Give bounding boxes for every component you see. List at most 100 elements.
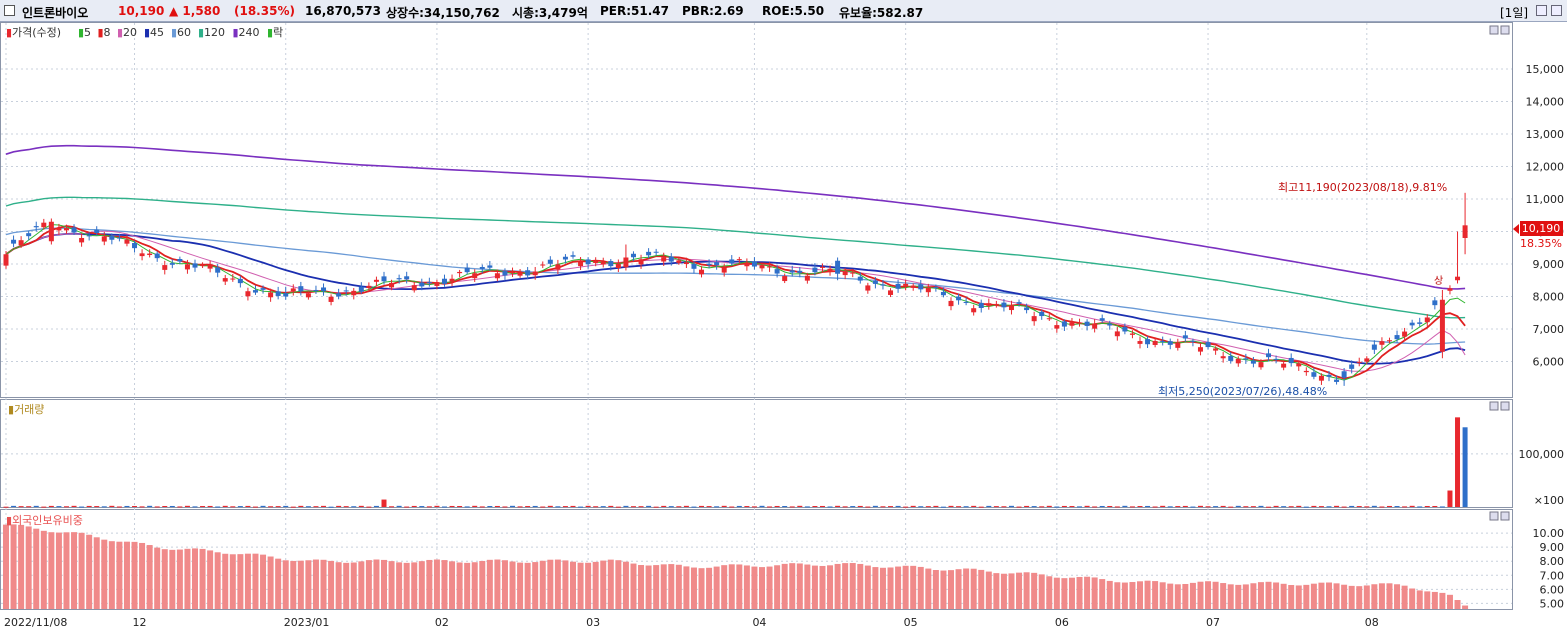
- foreign-bar: [978, 569, 985, 609]
- foreign-bar: [1416, 590, 1423, 609]
- candle-body: [782, 276, 788, 282]
- volume-bar: [895, 505, 901, 507]
- foreign-bar: [743, 565, 750, 609]
- price-panel-maximize-icon[interactable]: [1489, 25, 1499, 35]
- volume-bar: [1273, 505, 1279, 507]
- candle-body: [555, 264, 561, 270]
- volume-bar: [252, 506, 258, 508]
- volume-bar: [1417, 506, 1423, 508]
- foreign-bar: [1462, 605, 1469, 609]
- foreign-bar: [184, 548, 191, 609]
- foreign-bar: [388, 561, 395, 609]
- volume-bar: [1092, 506, 1098, 508]
- foreign-panel-close-icon[interactable]: [1500, 511, 1510, 521]
- candle-body: [547, 259, 553, 264]
- volume-bar: [124, 505, 130, 507]
- volume-bar: [298, 505, 304, 507]
- candle-body: [993, 303, 999, 306]
- volume-bar: [222, 505, 228, 507]
- volume-panel-close-icon[interactable]: [1500, 401, 1510, 411]
- volume-bar: [615, 506, 621, 508]
- foreign-bar: [517, 562, 524, 609]
- candle-body: [1084, 321, 1090, 326]
- candle-body: [1114, 331, 1120, 337]
- date-tick-label: 2023/01: [284, 616, 330, 629]
- price-legend: ▮ 가격(수정) ▮ 5 ▮ 8 ▮ 20 ▮ 45 ▮ 60 ▮ 120 ▮ 240 ▮ 락: [6, 26, 283, 39]
- volume-bar: [1303, 506, 1309, 508]
- volume-bar: [903, 506, 909, 508]
- volume-bar: [1455, 417, 1461, 507]
- volume-bar: [1016, 506, 1022, 508]
- volume-bar: [275, 506, 281, 508]
- low-annotation: 최저5,250(2023/07/26),48.48%: [1158, 385, 1327, 398]
- price-tick-label: 12,000: [1526, 161, 1565, 174]
- foreign-bar: [1348, 585, 1355, 609]
- foreign-bar: [1257, 582, 1264, 609]
- volume-bar: [525, 506, 531, 508]
- volume-bar: [162, 505, 168, 507]
- volume-bar: [343, 506, 349, 508]
- volume-bar: [1341, 506, 1347, 508]
- foreign-bar: [1137, 581, 1143, 609]
- foreign-bar: [887, 567, 894, 609]
- date-tick-label: 04: [752, 616, 766, 629]
- candle-body: [1039, 311, 1045, 317]
- foreign-bar: [1227, 584, 1234, 609]
- volume-bar: [759, 505, 765, 507]
- volume-bar: [11, 505, 17, 507]
- volume-bar: [510, 505, 516, 507]
- foreign-bar: [139, 542, 146, 609]
- candle-body: [1122, 326, 1128, 332]
- foreign-bar: [479, 560, 486, 609]
- foreign-bar: [1099, 579, 1106, 609]
- foreign-bar: [1446, 594, 1453, 609]
- foreign-bar: [207, 550, 214, 609]
- volume-bar: [850, 506, 856, 508]
- candle-body: [41, 222, 47, 228]
- maximize-icon[interactable]: [1536, 5, 1547, 16]
- foreign-ratio-bars: [3, 524, 1469, 609]
- close-icon[interactable]: [1551, 5, 1562, 16]
- candle-body: [1394, 335, 1400, 340]
- foreign-bar: [690, 567, 697, 609]
- candle-body: [305, 293, 311, 298]
- foreign-bar: [471, 562, 478, 609]
- volume-bar: [116, 506, 122, 508]
- foreign-bar: [1409, 588, 1416, 609]
- volume-bar: [56, 506, 62, 508]
- volume-bar: [1122, 505, 1128, 507]
- volume-panel-maximize-icon[interactable]: [1489, 401, 1499, 411]
- foreign-bar: [1280, 583, 1287, 609]
- select-checkbox[interactable]: [4, 5, 15, 16]
- foreign-bar: [1152, 581, 1159, 609]
- foreign-bar: [1167, 583, 1174, 609]
- foreign-bar: [622, 561, 629, 609]
- candle-body: [313, 289, 319, 291]
- candle-body: [600, 261, 606, 265]
- candle-body: [1016, 302, 1022, 304]
- stock-header-bar: 인트론바이오 10,190 ▲ 1,580 (18.35%) 16,870,57…: [0, 0, 1567, 22]
- foreign-bar: [895, 566, 902, 609]
- volume-bar: [1296, 505, 1302, 507]
- volume-bar: [457, 506, 463, 508]
- volume-bar: [494, 505, 500, 507]
- volume-bar: [661, 505, 667, 507]
- candle-body: [63, 228, 69, 231]
- foreign-bar: [1356, 586, 1363, 609]
- foreign-bar: [108, 541, 115, 609]
- candle-body: [147, 253, 153, 256]
- foreign-bar: [1061, 578, 1068, 609]
- price-panel-close-icon[interactable]: [1500, 25, 1510, 35]
- volume-bar: [79, 506, 85, 508]
- volume-bar: [789, 506, 795, 508]
- foreign-panel-maximize-icon[interactable]: [1489, 511, 1499, 521]
- volume-bar: [751, 506, 757, 508]
- period-selector[interactable]: [1일]: [1500, 6, 1529, 20]
- candle-body: [396, 278, 402, 280]
- foreign-bar: [433, 559, 440, 609]
- volume-bar: [411, 505, 417, 507]
- volume-bar: [1220, 505, 1226, 507]
- volume-bar: [381, 499, 387, 507]
- candle-body: [1001, 302, 1007, 308]
- foreign-bar: [25, 526, 32, 609]
